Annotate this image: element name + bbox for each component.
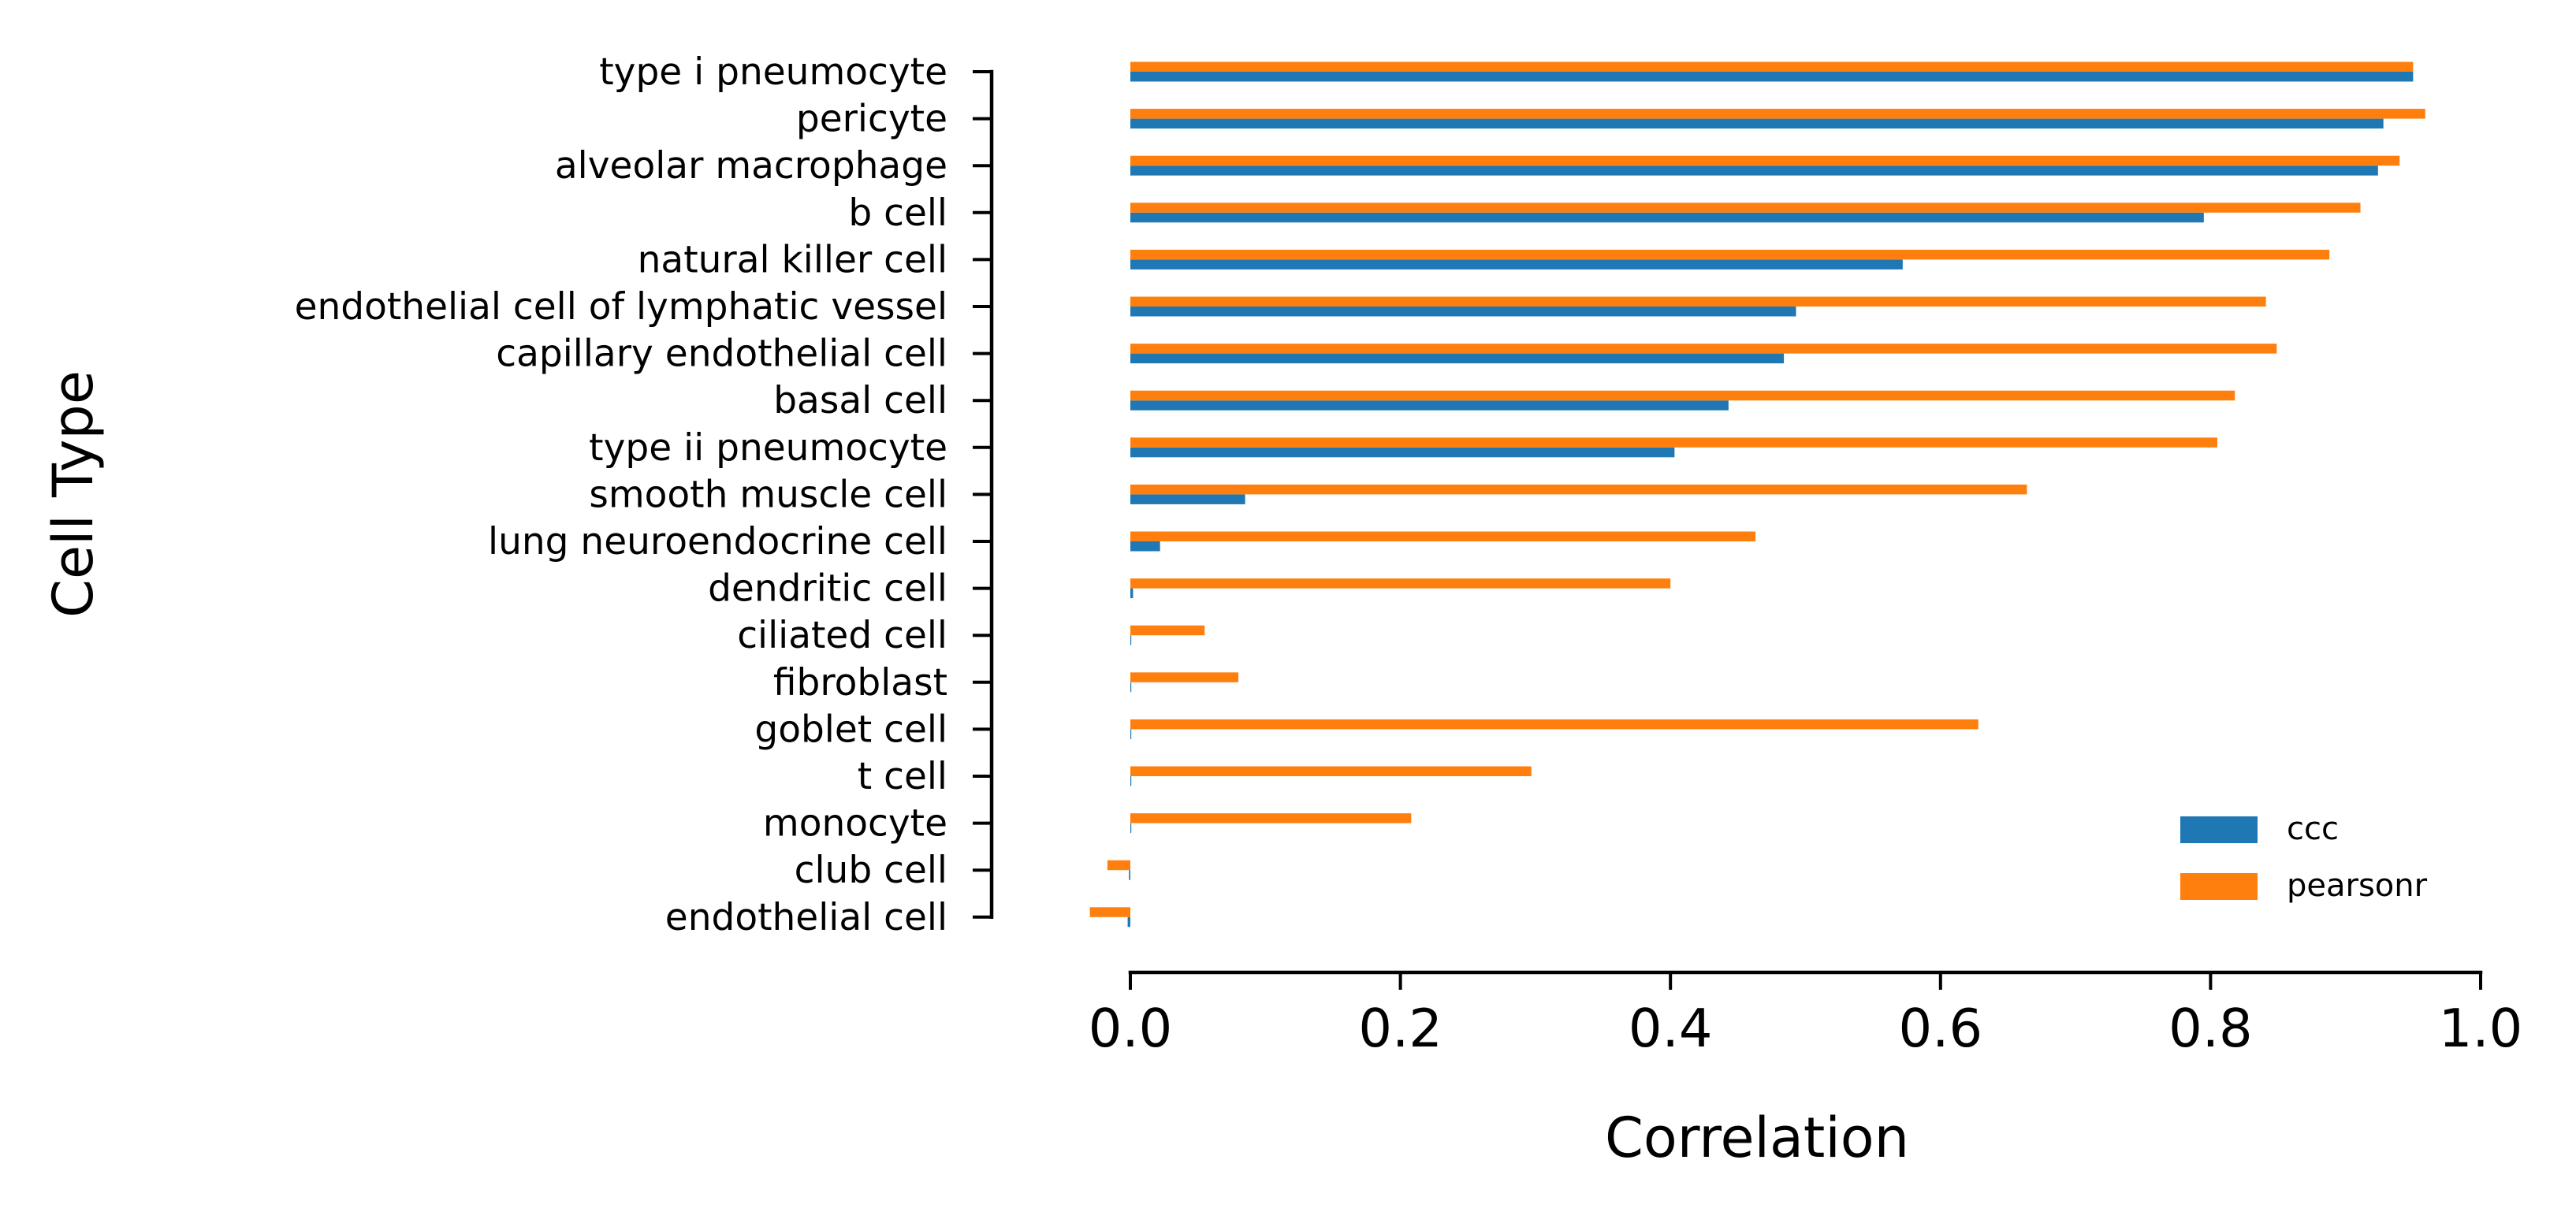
bar-ccc-1	[1130, 118, 2384, 129]
bar-pearsonr-7	[1130, 390, 2235, 401]
x-axis: 0.0 0.2 0.4 0.6 0.8 1.0	[1089, 970, 2523, 1059]
y-tick-label: club cell	[795, 849, 947, 892]
bar-ccc-14	[1130, 729, 1132, 739]
bar-ccc-0	[1130, 72, 2414, 82]
x-tick-label: 0.4	[1629, 998, 1713, 1059]
y-tick-label: endothelial cell of lymphatic vessel	[295, 285, 947, 329]
bar-ccc-13	[1130, 682, 1132, 693]
y-tick-label: lung neuroendocrine cell	[488, 520, 947, 563]
x-tick-label: 0.6	[1899, 998, 1983, 1059]
bar-ccc-5	[1130, 307, 1796, 317]
bar-pearsonr-16	[1130, 813, 1412, 823]
bar-ccc-9	[1130, 494, 1245, 504]
y-tick-label: alveolar macrophage	[555, 144, 947, 188]
bar-pearsonr-9	[1130, 484, 2027, 495]
bar-pearsonr-12	[1130, 625, 1205, 636]
bar-ccc-10	[1130, 541, 1160, 552]
bar-pearsonr-3	[1130, 203, 2361, 213]
bar-ccc-8	[1130, 447, 1675, 458]
bar-pearsonr-0	[1130, 61, 2414, 72]
legend-swatch-pearsonr	[2180, 873, 2258, 900]
y-tick-label: b cell	[848, 191, 947, 235]
y-tick-label: type i pneumocyte	[599, 50, 947, 94]
x-axis-label: Correlation	[1605, 1106, 1909, 1170]
legend-label-pearsonr: pearsonr	[2287, 868, 2428, 904]
bar-pearsonr-14	[1130, 719, 1979, 730]
y-tick-label: fibroblast	[773, 661, 947, 704]
y-tick-label: basal cell	[773, 379, 947, 422]
y-tick-label: capillary endothelial cell	[496, 333, 947, 376]
bar-ccc-7	[1130, 400, 1729, 411]
legend: ccc pearsonr	[2180, 811, 2428, 904]
bar-ccc-6	[1130, 353, 1785, 364]
bar-pearsonr-10	[1130, 531, 1756, 541]
y-tick-label: goblet cell	[754, 708, 947, 751]
bar-pearsonr-8	[1130, 437, 2217, 448]
bars-layer	[1089, 61, 2425, 927]
bar-pearsonr-17	[1107, 860, 1130, 871]
bar-ccc-11	[1130, 588, 1134, 599]
bar-ccc-17	[1129, 870, 1130, 880]
x-tick-label: 0.0	[1089, 998, 1173, 1059]
x-tick-label: 0.8	[2168, 998, 2253, 1059]
y-tick-label: monocyte	[763, 802, 947, 846]
legend-label-ccc: ccc	[2287, 811, 2339, 847]
bar-ccc-4	[1130, 259, 1903, 270]
bar-ccc-12	[1130, 635, 1132, 645]
bar-pearsonr-4	[1130, 249, 2330, 260]
y-tick-label: pericyte	[796, 98, 947, 141]
bar-pearsonr-15	[1130, 766, 1532, 776]
bar-pearsonr-11	[1130, 578, 1671, 589]
bar-pearsonr-6	[1130, 344, 2277, 354]
bar-ccc-2	[1130, 165, 2378, 176]
y-tick-label: endothelial cell	[665, 896, 947, 939]
x-tick-label: 0.2	[1358, 998, 1442, 1059]
bar-pearsonr-5	[1130, 296, 2266, 307]
bar-ccc-16	[1130, 823, 1132, 834]
y-tick-label: type ii pneumocyte	[589, 426, 947, 470]
y-tick-label: ciliated cell	[737, 614, 947, 657]
bar-pearsonr-13	[1130, 672, 1239, 682]
y-tick-label: t cell	[858, 755, 947, 798]
bar-pearsonr-2	[1130, 155, 2400, 166]
bar-pearsonr-18	[1089, 907, 1130, 917]
legend-swatch-ccc	[2180, 816, 2258, 843]
bar-ccc-3	[1130, 212, 2204, 223]
y-axis-label: Cell Type	[41, 370, 106, 618]
bar-ccc-15	[1130, 776, 1132, 786]
y-tick-label: natural killer cell	[638, 238, 947, 281]
bar-pearsonr-1	[1130, 109, 2425, 119]
x-tick-label: 1.0	[2439, 998, 2523, 1059]
bar-ccc-18	[1127, 916, 1130, 927]
y-tick-label: dendritic cell	[708, 567, 947, 611]
y-tick-label: smooth muscle cell	[589, 473, 947, 516]
